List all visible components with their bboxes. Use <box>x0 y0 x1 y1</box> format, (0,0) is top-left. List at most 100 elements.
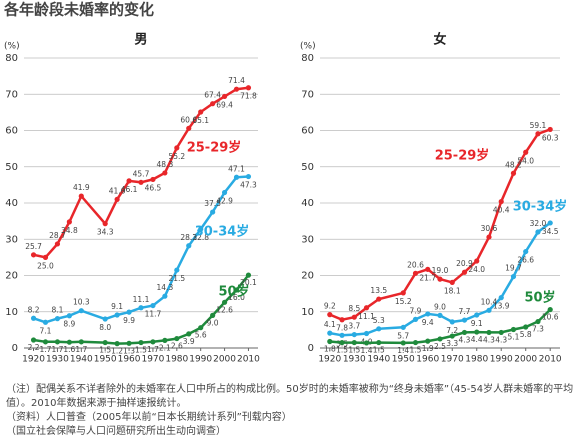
data-label: 8.5 <box>348 304 360 313</box>
data-label: 5.8 <box>520 330 532 339</box>
data-point <box>363 340 370 346</box>
y-tick-label: 40 <box>5 198 18 209</box>
x-tick-label: 1980 <box>465 355 488 365</box>
data-point <box>221 93 228 100</box>
data-label: 46.5 <box>145 183 162 192</box>
data-point <box>78 193 84 199</box>
y-tick-label: 0 <box>12 343 18 354</box>
data-point <box>54 316 61 322</box>
data-label: 4.1 <box>324 320 336 329</box>
data-point <box>376 339 382 346</box>
data-point <box>198 226 204 232</box>
y-tick-label: 30 <box>301 234 314 245</box>
y-axis-label: (%) <box>4 42 20 52</box>
data-point <box>523 248 529 255</box>
data-point <box>150 302 156 309</box>
data-point <box>547 126 553 133</box>
data-label: 7.3 <box>532 325 544 334</box>
y-tick-label: 10 <box>301 307 314 318</box>
data-label: 34.3 <box>97 228 114 237</box>
data-label: 2.2 <box>28 343 40 352</box>
data-point <box>221 299 228 305</box>
data-point <box>523 149 529 155</box>
note: （国立社会保障与人口问题研究所出生动向调查） <box>6 426 226 437</box>
data-point <box>376 296 382 302</box>
data-label: 2.5 <box>434 342 446 351</box>
data-point <box>339 332 345 338</box>
data-point <box>245 272 252 278</box>
data-label: 4.3 <box>483 335 495 344</box>
data-point <box>363 330 370 337</box>
data-point <box>66 313 72 319</box>
y-tick-label: 0 <box>308 343 314 354</box>
data-label: 1.7 <box>51 345 63 354</box>
data-point <box>114 312 120 318</box>
y-tick-label: 20 <box>5 271 18 282</box>
data-point <box>233 86 240 92</box>
data-point <box>210 312 216 318</box>
data-point <box>400 340 406 346</box>
data-point <box>138 305 144 311</box>
data-point <box>498 198 504 205</box>
series-label: 30-34岁 <box>513 199 568 215</box>
data-label: 55.2 <box>168 152 185 161</box>
data-point <box>425 338 431 344</box>
data-label: 47.3 <box>240 181 257 190</box>
data-point <box>327 338 333 345</box>
data-label: 5.6 <box>195 331 207 340</box>
data-label: 3.3 <box>446 339 458 348</box>
x-tick-label: 1950 <box>94 355 117 365</box>
data-label: 13.5 <box>370 286 387 295</box>
data-point <box>339 317 345 323</box>
data-label: 60.3 <box>542 133 559 142</box>
data-label: 4.3 <box>459 335 471 344</box>
data-point <box>66 339 72 345</box>
series-label: 50岁 <box>218 284 249 300</box>
data-label: 4.3 <box>495 335 507 344</box>
data-point <box>114 196 120 202</box>
data-point <box>174 267 180 273</box>
data-point <box>66 219 72 225</box>
series-line <box>329 128 551 322</box>
data-label: 20.1 <box>240 278 257 287</box>
data-label: 32.8 <box>192 233 209 242</box>
data-label: 46.1 <box>121 185 138 194</box>
data-label: 9.0 <box>207 318 219 327</box>
x-tick-label: 2010 <box>539 355 562 365</box>
data-point <box>198 325 204 331</box>
data-point <box>102 316 108 322</box>
data-label: 30.6 <box>481 224 498 233</box>
x-tick-label: 1980 <box>165 355 188 365</box>
x-tick-label: 1940 <box>70 355 93 365</box>
data-label: 32.0 <box>530 219 547 228</box>
data-label: 9.2 <box>324 302 336 311</box>
data-point <box>449 333 455 339</box>
data-point <box>126 340 132 346</box>
page-title: 各年龄段未婚率的变化 <box>3 1 154 19</box>
data-label: 19.7 <box>505 264 522 273</box>
data-label: 16.0 <box>228 293 245 302</box>
y-tick-label: 80 <box>5 53 18 64</box>
y-tick-label: 20 <box>301 271 314 282</box>
data-point <box>126 178 132 184</box>
data-label: 26.6 <box>517 256 534 265</box>
data-label: 13.9 <box>493 302 510 311</box>
data-label: 65.1 <box>192 116 209 125</box>
data-point <box>437 276 443 282</box>
data-label: 19.0 <box>432 266 449 275</box>
data-point <box>461 269 468 275</box>
data-label: 41.0 <box>109 186 126 195</box>
data-label: 71.8 <box>240 92 257 101</box>
data-point <box>198 109 204 115</box>
data-label: 11.1 <box>358 312 375 321</box>
data-label: 9.1 <box>471 319 483 328</box>
data-label: 7.1 <box>40 326 52 335</box>
data-point <box>233 287 240 293</box>
x-tick-label: 2010 <box>237 355 260 365</box>
data-label: 1.3 <box>123 346 135 355</box>
data-label: 21.7 <box>419 273 436 282</box>
y-tick-label: 70 <box>5 89 18 100</box>
data-point <box>162 293 168 299</box>
